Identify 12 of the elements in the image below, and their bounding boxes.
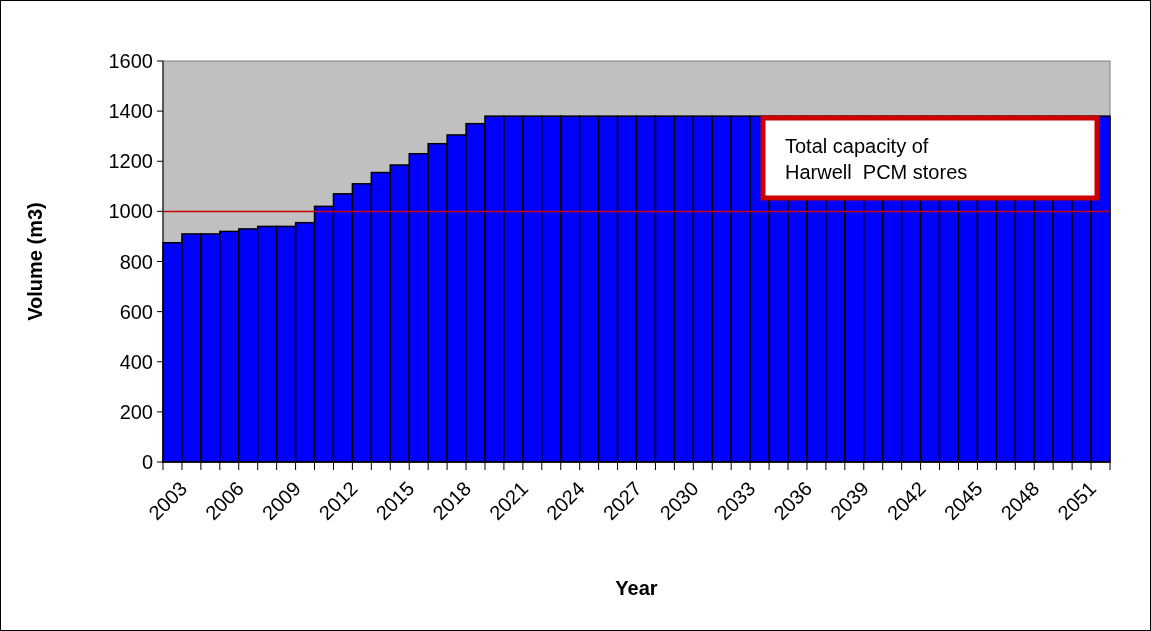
ref-line-label: Total capacity of Harwell PCM stores — [785, 135, 968, 183]
y-tick-label: 400 — [119, 350, 153, 373]
y-axis-title: Volume (m3) — [24, 202, 46, 321]
y-tick-label: 600 — [119, 300, 153, 323]
y-tick-label: 0 — [141, 451, 153, 473]
y-tick-label: 1600 — [108, 50, 153, 72]
y-tick-label: 1000 — [108, 200, 153, 223]
x-axis-title: Year — [615, 577, 658, 599]
y-tick-label: 800 — [119, 250, 153, 273]
y-tick-label: 1200 — [108, 150, 153, 173]
y-tick-label: 200 — [119, 400, 153, 423]
y-tick-label: 1400 — [108, 100, 153, 123]
